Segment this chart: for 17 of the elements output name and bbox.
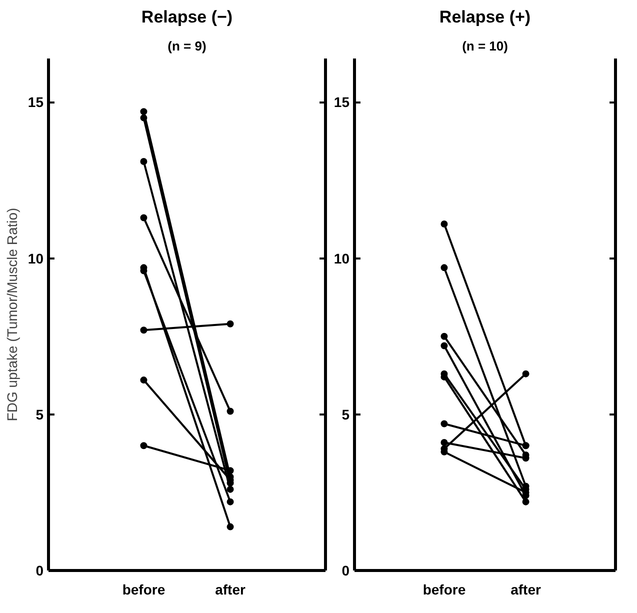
y-tick-label: 10	[28, 250, 44, 266]
x-tick-label: before	[422, 582, 466, 598]
chart-title: Relapse (−)	[141, 8, 233, 26]
x-tick-label: after	[510, 582, 542, 598]
x-tick-label: after	[215, 582, 246, 598]
x-tick-label: before	[122, 582, 166, 598]
y-tick-label: 5	[342, 406, 350, 422]
chart-title: Relapse (+)	[439, 8, 531, 26]
y-tick-label: 0	[36, 562, 44, 578]
y-tick-label: 5	[36, 406, 44, 422]
y-tick-label: 15	[334, 94, 350, 110]
y-tick-label: 10	[334, 250, 350, 266]
chart-subtitle: (n = 9)	[168, 38, 206, 54]
chart-subtitle: (n = 10)	[462, 38, 508, 54]
y-tick-label: 0	[342, 562, 350, 578]
y-axis-title: FDG uptake (Tumor/Muscle Ratio)	[4, 208, 20, 422]
y-tick-label: 15	[28, 94, 44, 110]
